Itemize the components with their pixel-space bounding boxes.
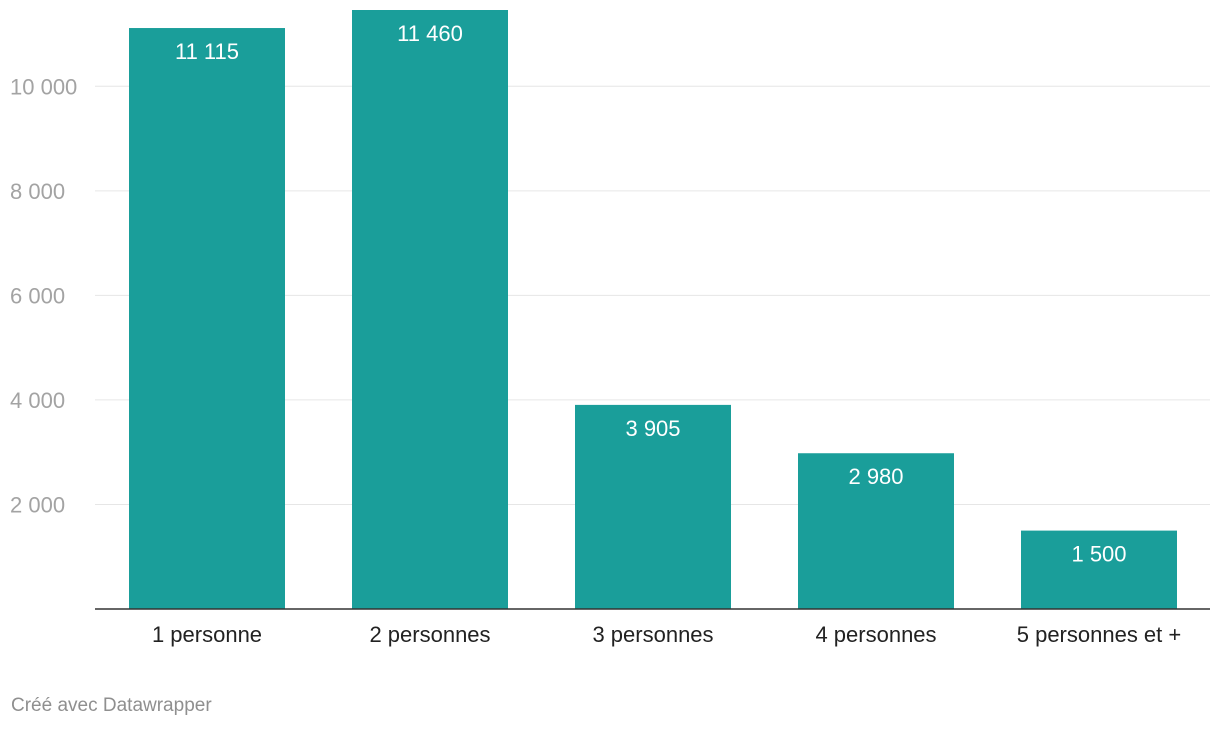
x-category-label: 1 personne	[152, 622, 262, 647]
y-axis: 2 000 4 000 6 000 8 000 10 000	[10, 74, 77, 517]
y-tick-label: 8 000	[10, 179, 65, 204]
credit-text: Créé avec Datawrapper	[11, 695, 212, 716]
y-tick-label: 4 000	[10, 388, 65, 413]
bar-value-label: 11 115	[175, 39, 239, 64]
x-category-label: 4 personnes	[815, 622, 936, 647]
x-category-label: 5 personnes et +	[1017, 622, 1182, 647]
x-category-label: 2 personnes	[369, 622, 490, 647]
bar-value-labels: 11 115 11 460 3 905 2 980 1 500	[175, 21, 1127, 567]
bar-5	[1021, 530, 1177, 609]
x-axis: 1 personne 2 personnes 3 personnes 4 person…	[95, 608, 1210, 647]
y-tick-label: 6 000	[10, 283, 65, 308]
bar-value-label: 11 460	[397, 21, 463, 46]
bars	[129, 10, 1177, 610]
bar-4	[798, 453, 954, 609]
bar-2	[352, 10, 508, 609]
bar-value-label: 1 500	[1071, 542, 1126, 567]
y-tick-label: 10 000	[10, 74, 77, 99]
bar-3	[575, 404, 731, 609]
bar-value-label: 3 905	[625, 416, 680, 441]
bar-1	[129, 28, 285, 610]
y-tick-label: 2 000	[10, 492, 65, 517]
bar-value-label: 2 980	[848, 464, 903, 489]
x-category-label: 3 personnes	[592, 622, 713, 647]
